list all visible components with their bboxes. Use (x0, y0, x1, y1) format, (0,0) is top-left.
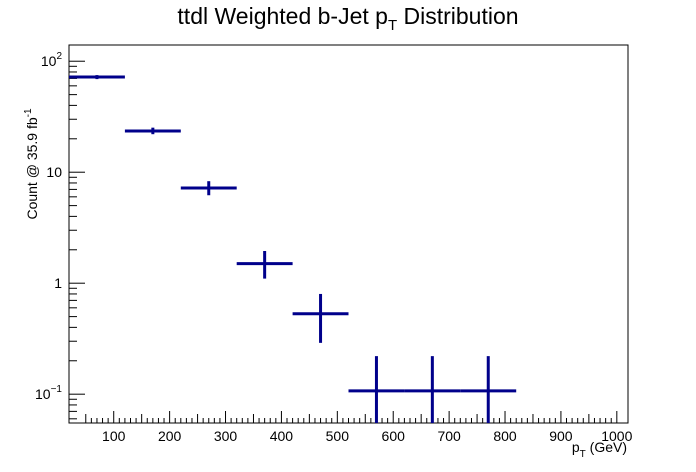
data-point (236, 251, 293, 279)
y-tick-label: 1 (54, 275, 62, 291)
x-tick-label: 400 (270, 428, 294, 444)
data-point (180, 181, 237, 196)
x-tick-label: 500 (326, 428, 350, 444)
x-tick-label: 900 (549, 428, 573, 444)
x-tick-label: 300 (214, 428, 238, 444)
data-point (348, 356, 405, 423)
data-point (69, 75, 125, 80)
x-axis-label-subscript: T (580, 449, 586, 460)
data-point (404, 356, 461, 423)
y-tick-label: 10−1 (35, 384, 62, 402)
y-axis-label: Count @ 35.9 fb-1 (23, 108, 40, 220)
x-tick-label: 100 (102, 428, 126, 444)
chart-title: ttdl Weighted b-Jet pT Distribution (177, 3, 518, 34)
y-tick-label: 102 (41, 51, 63, 69)
y-axis: 10−1 1 10 102 (35, 51, 85, 420)
x-axis: 100 200 300 400 500 600 700 800 900 1000 (85, 411, 633, 444)
data-point (460, 356, 517, 423)
data-point (292, 293, 349, 343)
y-axis-label-superscript: -1 (23, 108, 34, 117)
x-axis-label: pT (GeV) (572, 439, 627, 460)
x-tick-label: 800 (493, 428, 517, 444)
x-tick-label: 200 (158, 428, 182, 444)
x-tick-label: 700 (437, 428, 461, 444)
y-tick-label: 10 (46, 164, 62, 180)
data-series (69, 75, 517, 423)
chart-title-subscript: T (388, 17, 397, 34)
plot-frame (68, 44, 629, 424)
x-tick-label: 600 (382, 428, 406, 444)
x-tick-label: 1000 (601, 428, 632, 444)
data-point (124, 127, 181, 135)
